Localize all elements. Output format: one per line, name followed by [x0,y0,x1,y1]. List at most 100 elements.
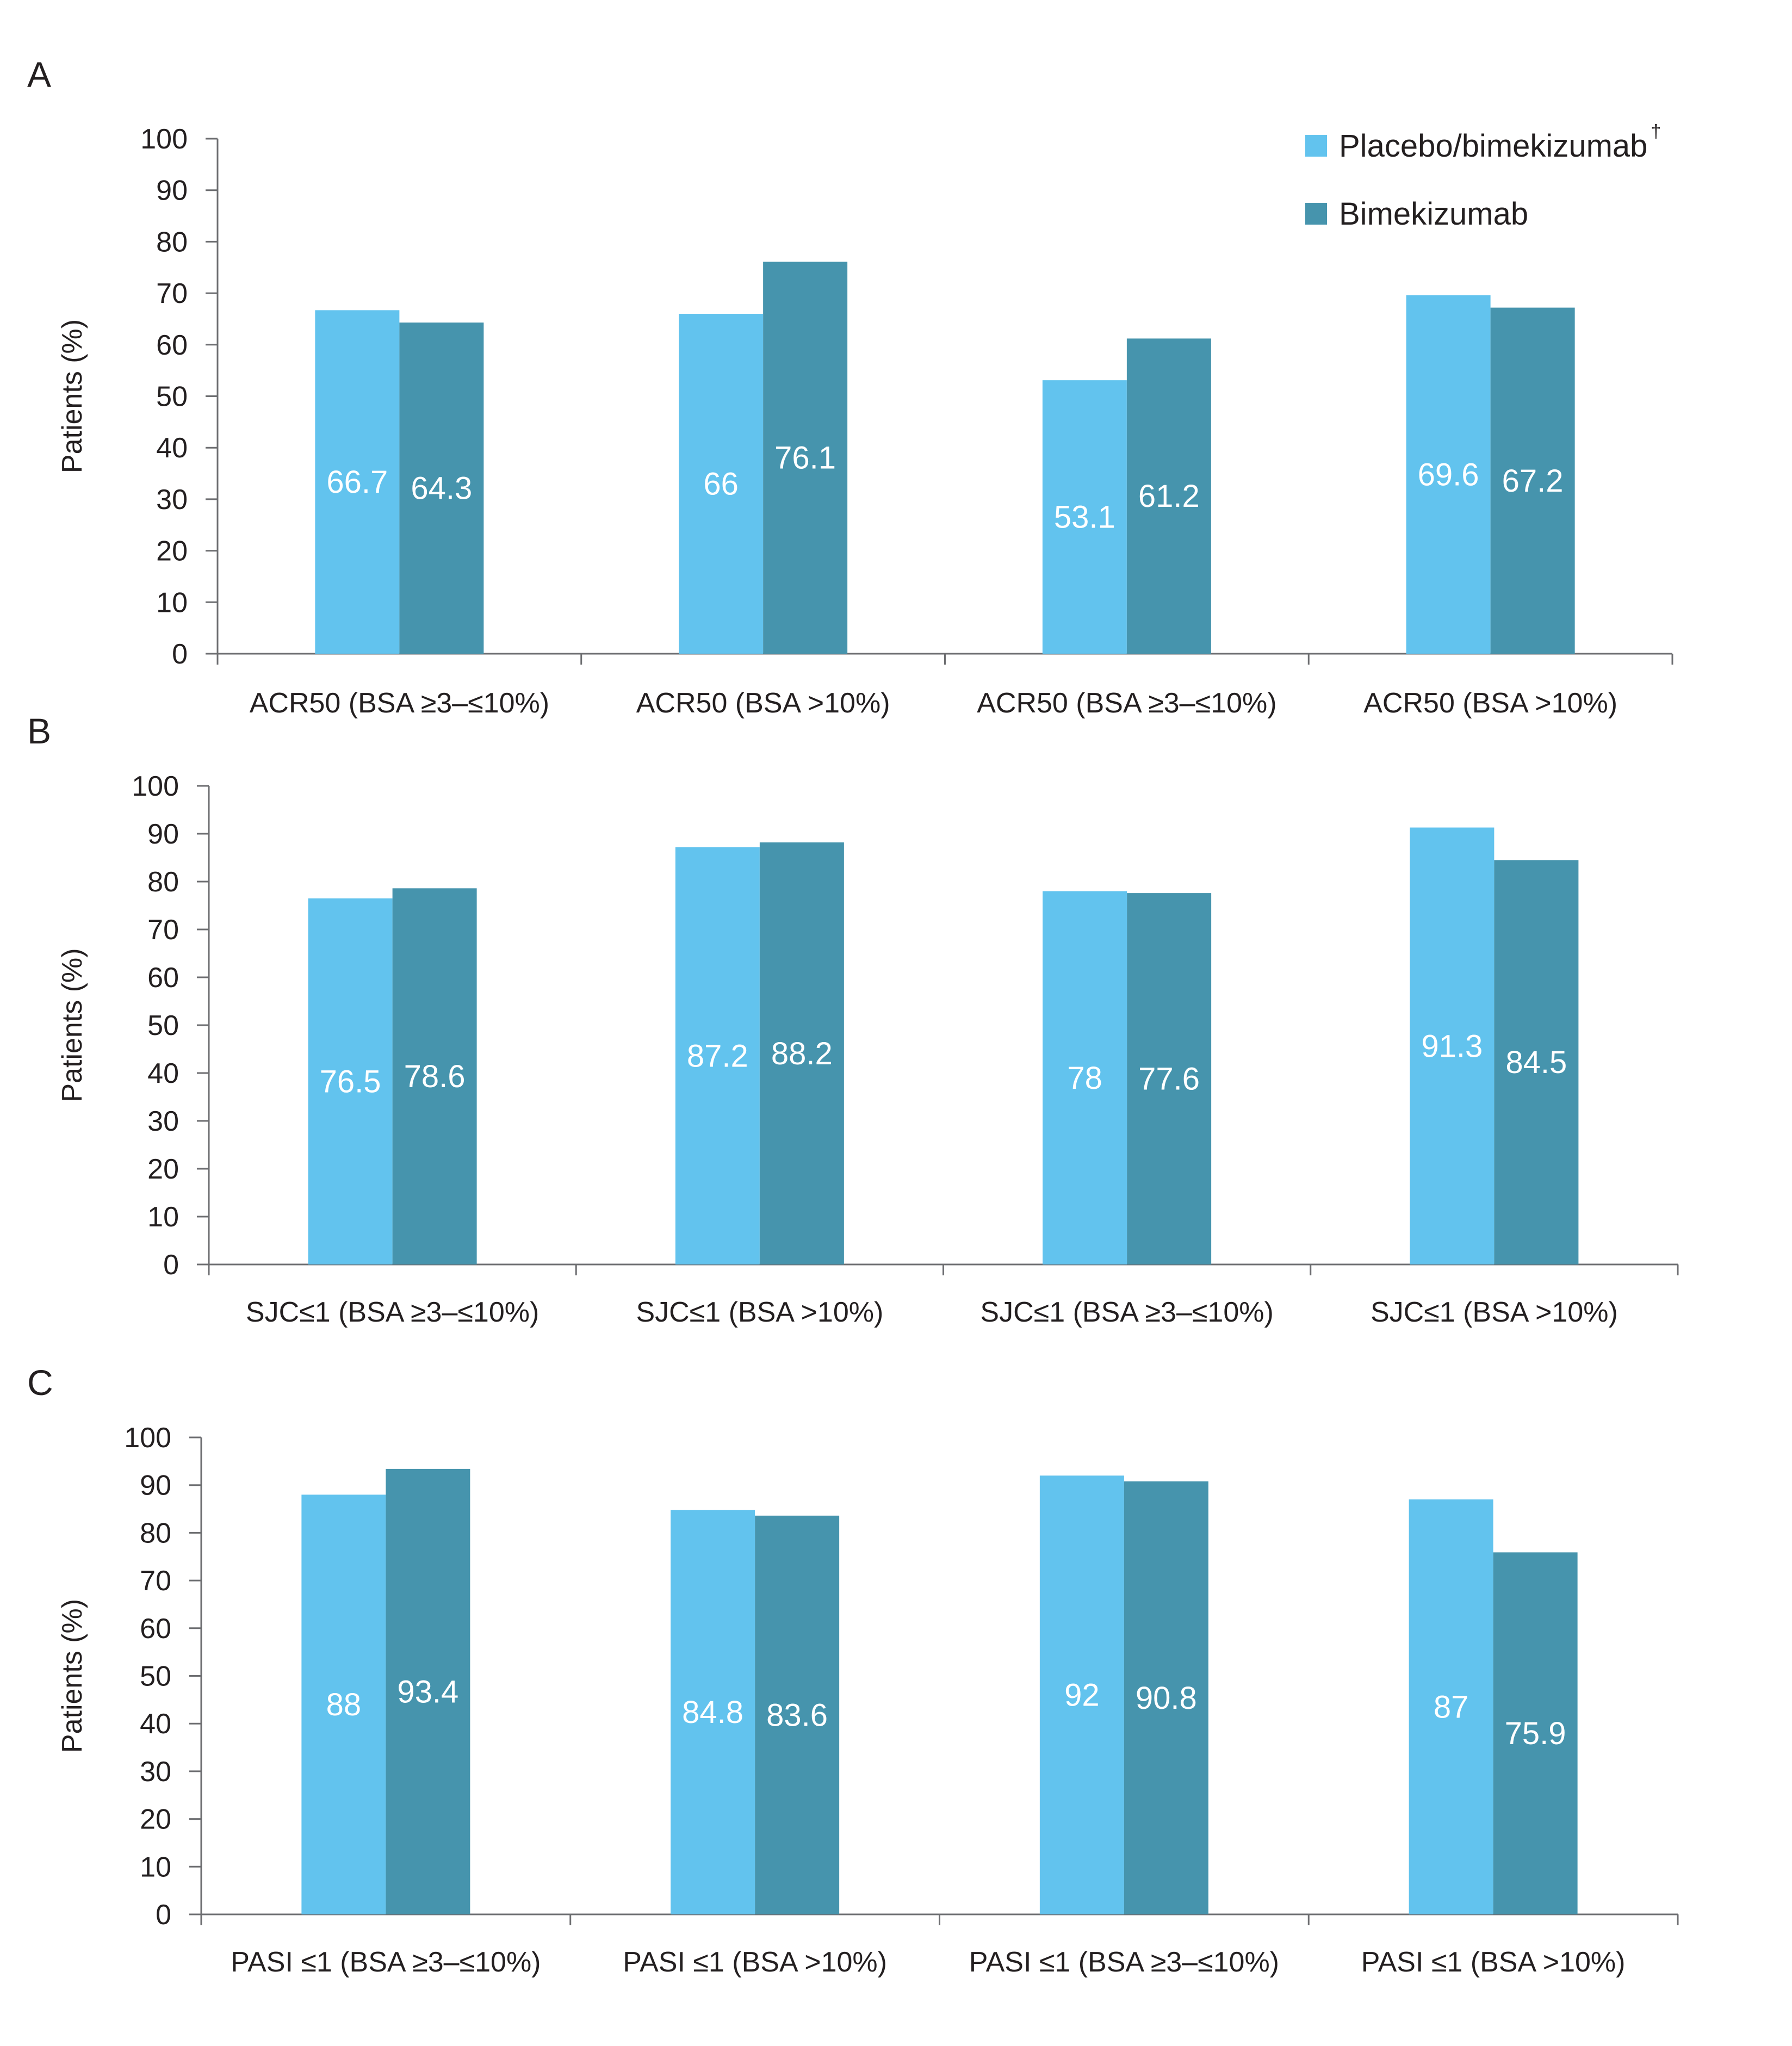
bar-value-label: 78.6 [404,1059,466,1094]
bar [675,847,760,1264]
bar-value-label: 87 [1434,1690,1469,1725]
bar [1406,295,1491,654]
y-tick-label: 70 [147,914,179,946]
bar [1409,1499,1493,1914]
bar-value-label: 77.6 [1138,1062,1200,1097]
x-category-label: SJC≤1 (BSA >10%) [636,1297,883,1328]
bar [671,1510,755,1914]
y-tick-label: 10 [156,587,188,618]
y-tick-label: 20 [156,536,188,567]
y-tick-label: 50 [147,1010,179,1041]
x-category-label: SJC≤1 (BSA ≥3–≤10%) [980,1297,1273,1328]
y-tick-label: 0 [156,1899,171,1931]
bar [308,898,393,1264]
bar [759,842,844,1264]
y-tick-label: 40 [156,432,188,464]
y-tick-label: 80 [140,1517,171,1549]
bar [1124,1481,1208,1914]
y-tick-label: 80 [147,866,179,898]
panel-letter: A [27,54,51,95]
x-category-label: SJC≤1 (BSA ≥3–≤10%) [246,1297,539,1328]
legend-swatch [1305,135,1327,157]
bar [1042,380,1127,654]
y-tick-label: 30 [140,1756,171,1788]
x-category-label: ACR50 (BSA ≥3–≤10%) [250,687,549,719]
y-tick-label: 60 [140,1613,171,1645]
y-tick-label: 40 [140,1708,171,1740]
y-tick-label: 0 [172,638,188,670]
y-tick-label: 10 [147,1201,179,1233]
y-tick-label: 90 [140,1470,171,1502]
y-tick-label: 60 [147,962,179,994]
y-tick-label: 80 [156,226,188,258]
bar-value-label: 78 [1067,1061,1102,1096]
bar [315,310,400,654]
x-category-label: ACR50 (BSA >10%) [1363,687,1617,719]
bar-value-label: 76.1 [774,441,836,476]
bar-value-label: 53.1 [1054,500,1115,535]
bar-value-label: 93.4 [397,1674,458,1709]
legend-label: Placebo/bimekizumab [1339,128,1647,164]
bar [755,1515,840,1914]
bar-value-label: 66.7 [326,464,388,500]
bar [386,1468,470,1914]
y-tick-label: 40 [147,1058,179,1089]
x-category-label: PASI ≤1 (BSA >10%) [623,1946,887,1978]
bar [1043,891,1127,1264]
bar-value-label: 87.2 [687,1038,748,1074]
y-tick-label: 50 [140,1661,171,1692]
bar-value-label: 75.9 [1505,1716,1566,1751]
panel-letter: C [27,1362,53,1403]
bar-value-label: 76.5 [320,1064,381,1099]
bar [1126,338,1211,654]
bar [392,888,477,1264]
y-axis-title: Patients (%) [57,1599,88,1753]
bar-value-label: 84.5 [1505,1045,1567,1080]
bar-value-label: 92 [1064,1678,1100,1713]
bar-value-label: 64.3 [411,471,472,506]
bar [399,323,484,654]
y-axis-title: Patients (%) [57,319,88,473]
legend-label: Bimekizumab [1339,196,1528,232]
y-tick-label: 100 [140,123,188,155]
y-tick-label: 70 [140,1565,171,1597]
y-tick-label: 60 [156,330,188,361]
bar [1494,860,1579,1264]
x-category-label: ACR50 (BSA ≥3–≤10%) [977,687,1276,719]
bar-value-label: 69.6 [1418,457,1479,492]
x-category-label: SJC≤1 (BSA >10%) [1371,1297,1618,1328]
x-category-label: PASI ≤1 (BSA ≥3–≤10%) [231,1946,541,1978]
y-tick-label: 100 [132,771,179,802]
bar [1127,893,1212,1264]
y-tick-label: 100 [124,1422,171,1454]
bar [763,262,848,654]
panel-letter: B [27,711,51,751]
y-tick-label: 20 [140,1804,171,1836]
bar-value-label: 84.8 [682,1695,743,1730]
bar [1493,1552,1578,1914]
bar-value-label: 61.2 [1138,479,1200,514]
bar-value-label: 88.2 [771,1036,833,1071]
bar [679,313,764,654]
x-category-label: ACR50 (BSA >10%) [636,687,890,719]
bar-value-label: 66 [703,466,739,501]
x-category-label: PASI ≤1 (BSA ≥3–≤10%) [969,1946,1279,1978]
bar [301,1495,386,1914]
y-tick-label: 10 [140,1851,171,1883]
y-tick-label: 0 [163,1249,179,1281]
y-tick-label: 30 [147,1106,179,1137]
bar-value-label: 90.8 [1136,1681,1197,1716]
bar-value-label: 67.2 [1502,463,1564,499]
legend-swatch [1305,203,1327,225]
y-tick-label: 90 [147,819,179,850]
y-tick-label: 30 [156,484,188,516]
bar-value-label: 91.3 [1421,1028,1483,1064]
y-tick-label: 90 [156,175,188,207]
bar [1039,1475,1124,1914]
bar [1410,827,1495,1264]
y-tick-label: 20 [147,1154,179,1185]
x-category-label: PASI ≤1 (BSA >10%) [1361,1946,1626,1978]
bar-value-label: 83.6 [766,1697,828,1733]
